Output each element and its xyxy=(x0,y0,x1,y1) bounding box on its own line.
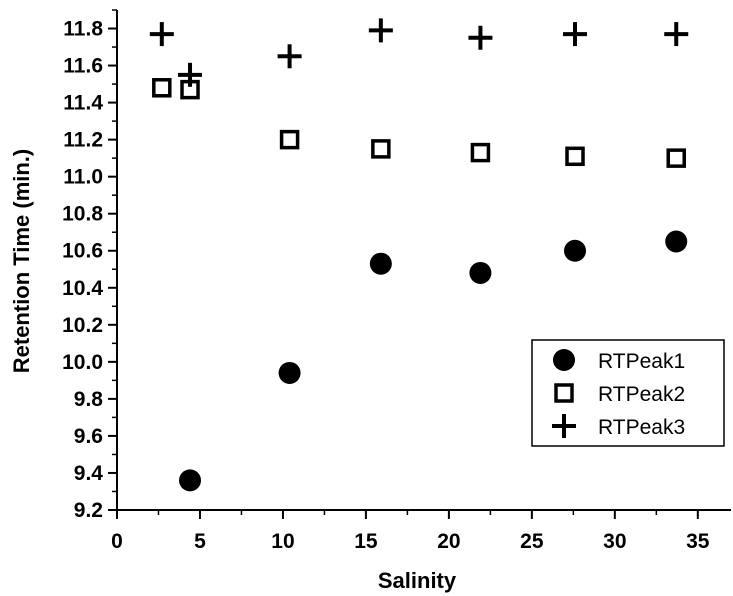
y-tick-label: 11.4 xyxy=(63,92,103,115)
y-tick-label: 9.6 xyxy=(74,425,103,448)
axes xyxy=(116,10,731,511)
rtpeak3-point xyxy=(563,22,588,47)
rtpeak1-point xyxy=(665,230,688,253)
rtpeak3-point xyxy=(277,44,302,69)
x-tick-label: 25 xyxy=(520,530,544,553)
legend-marker-rtpeak2 xyxy=(554,383,574,403)
rtpeak2-point xyxy=(279,129,300,150)
legend-label-rtpeak3: RTPeak3 xyxy=(598,416,685,439)
x-axis-title: Salinity xyxy=(378,568,457,593)
x-tick-label: 0 xyxy=(111,530,123,553)
y-tick-label: 10.8 xyxy=(62,203,103,226)
legend: RTPeak1 RTPeak2 RTPeak3 xyxy=(531,339,725,447)
rtpeak2-point xyxy=(152,78,172,98)
legend-marker-rtpeak1 xyxy=(553,349,575,371)
rtpeak2-point xyxy=(470,142,491,163)
data-marks xyxy=(149,18,689,492)
x-tick-label: 10 xyxy=(271,530,294,553)
rtpeak3-point xyxy=(368,18,393,43)
legend-label-rtpeak1: RTPeak1 xyxy=(598,350,685,373)
y-axis-title: Retention Time (min.) xyxy=(9,149,34,374)
y-tick-label: 9.8 xyxy=(74,388,104,411)
rtpeak2-point xyxy=(565,146,585,167)
x-tick-label: 35 xyxy=(686,530,710,553)
y-tick-label: 10.0 xyxy=(62,351,103,374)
legend-label-rtpeak2: RTPeak2 xyxy=(598,383,685,406)
rtpeak3-point xyxy=(468,25,493,50)
y-tick-label: 11.6 xyxy=(63,55,103,78)
y-tick-label: 9.2 xyxy=(74,499,103,522)
legend-marker-rtpeak3 xyxy=(552,414,576,438)
y-tick-label: 11.0 xyxy=(63,166,103,189)
rtpeak1-point xyxy=(369,252,392,275)
y-tick-label: 11.2 xyxy=(63,129,103,152)
ticks: 0 5 10 15 20 25 30 35 9.2 9.4 9.6 9.8 10.0 10.2 10.4 10… xyxy=(62,9,710,553)
rtpeak1-point xyxy=(278,361,301,384)
x-tick-label: 5 xyxy=(194,530,206,553)
y-tick-label: 10.6 xyxy=(62,240,103,263)
y-tick-label: 10.2 xyxy=(62,314,103,337)
y-tick-label: 10.4 xyxy=(62,277,103,300)
rtpeak2-point xyxy=(666,148,686,168)
x-tick-label: 20 xyxy=(437,530,460,553)
rtpeak1-point xyxy=(564,239,587,262)
rtpeak1-point xyxy=(469,261,492,284)
y-tick-label: 11.8 xyxy=(63,18,103,41)
rtpeak1-point xyxy=(179,469,202,492)
rtpeak3-point xyxy=(178,62,203,87)
y-tick-label: 9.4 xyxy=(74,462,104,485)
rtpeak3-point xyxy=(149,22,174,47)
x-tick-label: 15 xyxy=(354,530,378,553)
rtpeak3-point xyxy=(664,22,689,47)
x-tick-label: 30 xyxy=(603,530,626,553)
rtpeak2-point xyxy=(371,139,391,159)
